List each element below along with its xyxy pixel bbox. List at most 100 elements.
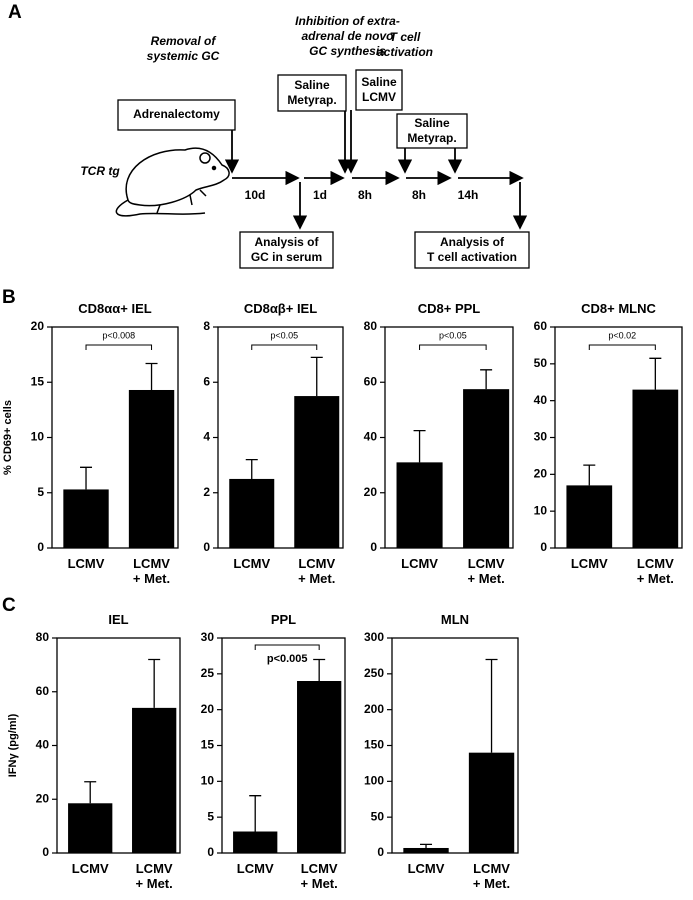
chart-title: CD8αβ+ IEL (243, 301, 318, 316)
error-bar (420, 843, 433, 848)
significance-label: p<0.008 (102, 330, 135, 340)
y-tick-label: 10 (201, 774, 215, 788)
y-tick-label: 30 (534, 430, 548, 444)
box-label: Saline Metyrap. (287, 78, 337, 107)
significance-bracket (251, 344, 318, 350)
box-label: Saline Metyrap. (407, 116, 457, 145)
significance-label: p<0.05 (270, 330, 298, 340)
y-tick-label: 0 (42, 845, 49, 859)
bar (463, 389, 510, 548)
y-tick-label: 30 (201, 630, 215, 644)
bar (294, 396, 340, 548)
significance-label: p<0.02 (608, 330, 636, 340)
duration: 14h (457, 188, 479, 202)
x-tick-label: LCMV (67, 556, 105, 571)
y-tick-label: 100 (364, 774, 384, 788)
significance-label: p<0.05 (439, 330, 467, 340)
error-bar (313, 658, 326, 681)
chart-title: IEL (108, 612, 129, 627)
box (355, 69, 403, 111)
bar (632, 389, 679, 548)
significance-label: p<0.005 (267, 653, 308, 665)
bar (233, 831, 278, 853)
y-tick-label: 40 (364, 430, 378, 444)
error-bar (80, 466, 93, 490)
x-tick-label: LCMV + Met. (135, 861, 173, 891)
y-tick-label: 60 (364, 374, 378, 388)
box (277, 74, 347, 112)
box (396, 113, 468, 149)
y-tick-label: 60 (534, 319, 548, 333)
mouse (115, 147, 230, 217)
box (117, 99, 236, 131)
y-tick-label: 80 (364, 319, 378, 333)
x-tick-label: LCMV (401, 556, 438, 571)
chart-title: PPL (270, 612, 297, 627)
bar (297, 681, 342, 853)
box-label: Adrenalectomy (133, 107, 220, 121)
y-tick-label: 60 (36, 684, 50, 698)
error-bar (310, 356, 323, 397)
y-tick-label: 2 (203, 485, 210, 499)
phase-label: T cell activation (376, 30, 433, 59)
bar (396, 462, 443, 548)
y-tick-label: 40 (36, 738, 50, 752)
phase-label: Removal of systemic GC (146, 34, 220, 63)
box (239, 231, 334, 269)
duration: 1d (312, 188, 327, 202)
x-tick-label: LCMV + Met. (636, 556, 674, 586)
y-tick-label: 250 (364, 666, 384, 680)
significance-bracket (85, 344, 153, 350)
y-tick-label: 8 (203, 319, 210, 333)
y-tick-label: 0 (37, 540, 44, 554)
y-tick-label: 15 (201, 738, 215, 752)
y-tick-label: 0 (203, 540, 210, 554)
panel-label: A (8, 2, 22, 23)
x-tick-label: LCMV + Met. (300, 861, 338, 891)
duration: 8h (357, 188, 372, 202)
timeline (117, 69, 530, 269)
y-tick-label: 25 (201, 666, 215, 680)
y-tick-label: 80 (36, 630, 50, 644)
y-tick-label: 4 (203, 430, 210, 444)
y-tick-label: 10 (31, 430, 45, 444)
y-tick-label: 300 (364, 630, 384, 644)
error-bar (649, 357, 662, 390)
box-label: Analysis of GC in serum (250, 235, 323, 264)
x-tick-label: LCMV + Met. (472, 861, 511, 891)
y-tick-label: 5 (207, 809, 214, 823)
error-bar (249, 795, 262, 832)
y-tick-label: 0 (370, 540, 377, 554)
chart-title: CD8+ MLNC (581, 301, 656, 316)
y-tick-label: 0 (540, 540, 547, 554)
x-tick-label: LCMV + Met. (132, 556, 171, 586)
y-tick-label: 10 (534, 503, 548, 517)
y-tick-label: 20 (36, 791, 50, 805)
y-tick-label: 50 (534, 356, 548, 370)
bar (566, 485, 613, 548)
y-tick-label: 15 (31, 374, 45, 388)
x-tick-label: LCMV (233, 556, 271, 571)
chart-title: CD8+ PPL (417, 301, 481, 316)
x-tick-label: LCMV + Met. (467, 556, 505, 586)
bar (403, 847, 449, 853)
duration: 10d (244, 188, 266, 202)
bar (229, 478, 275, 548)
animal-label: TCR tg (80, 164, 120, 178)
panel-label: C (2, 595, 16, 616)
x-tick-label: LCMV (71, 861, 109, 876)
significance-bracket (419, 344, 487, 350)
x-tick-label: LCMV (236, 861, 274, 876)
bar (468, 752, 515, 853)
error-bar (413, 429, 426, 463)
significance-bracket (588, 344, 656, 350)
error-bar (84, 781, 97, 804)
bar (68, 803, 113, 853)
bar (132, 707, 177, 853)
y-tick-label: 6 (203, 374, 210, 388)
y-tick-label: 0 (207, 845, 214, 859)
error-bar (583, 464, 596, 486)
x-tick-label: LCMV (407, 861, 445, 876)
y-tick-label: 0 (377, 845, 384, 859)
